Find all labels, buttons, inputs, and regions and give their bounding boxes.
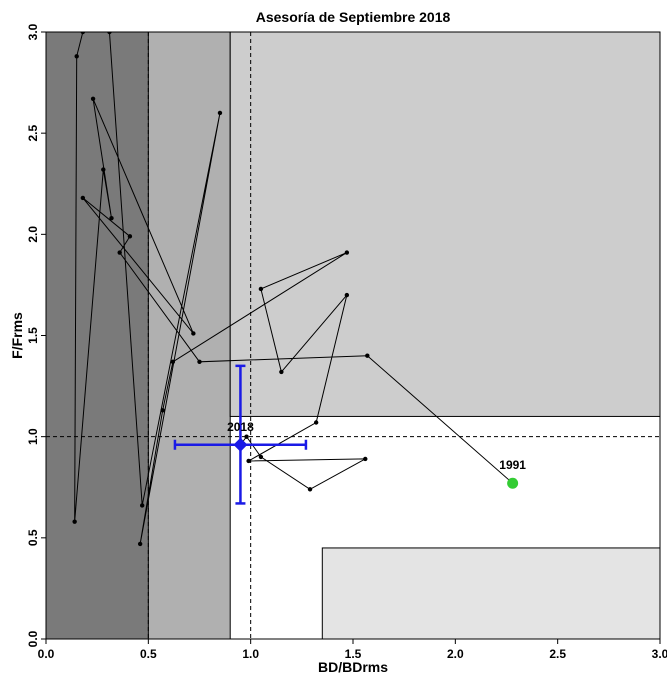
start-point-label: 1991 xyxy=(499,458,526,472)
trajectory-point-19 xyxy=(344,250,350,255)
y-axis-label: F/Frms xyxy=(9,312,25,359)
x-tick-label-4: 2.0 xyxy=(447,647,464,661)
trajectory-point-27 xyxy=(258,454,264,460)
trajectory-point-12 xyxy=(80,32,86,35)
zone-dark xyxy=(46,32,149,639)
trajectory-point-8 xyxy=(109,215,114,221)
x-tick-label-5: 2.5 xyxy=(549,647,566,661)
chart-title: Asesoría de Septiembre 2018 xyxy=(256,9,451,25)
trajectory-point-26 xyxy=(307,487,313,492)
trajectory-point-16 xyxy=(137,541,143,547)
trajectory-point-23 xyxy=(313,420,319,425)
trajectory-line xyxy=(74,32,513,544)
current-point-marker xyxy=(233,437,248,452)
start-point-marker xyxy=(507,477,519,489)
trajectory-point-7 xyxy=(90,96,96,101)
x-tick-label-3: 1.5 xyxy=(345,647,362,661)
trajectory-point-11 xyxy=(74,54,79,59)
x-axis-label: BD/BDrms xyxy=(318,659,388,675)
trajectory-point-17 xyxy=(160,408,165,413)
trajectory-point-4 xyxy=(127,234,133,239)
trajectory-point-10 xyxy=(72,519,77,524)
y-tick-label-3: 1.5 xyxy=(26,327,40,344)
trajectory-group xyxy=(72,32,515,547)
trajectory-point-20 xyxy=(258,286,264,292)
trajectory-point-28 xyxy=(244,434,249,439)
trajectory-point-14 xyxy=(139,503,145,508)
x-tick-label-2: 1.0 xyxy=(242,647,259,661)
trajectory-point-6 xyxy=(191,331,196,336)
trajectory-point-13 xyxy=(107,32,112,35)
trajectory-point-3 xyxy=(117,250,122,255)
zone-lightest xyxy=(321,547,661,640)
x-tick-label-1: 0.5 xyxy=(140,647,157,661)
trajectory-point-18 xyxy=(170,359,176,365)
trajectory-point-24 xyxy=(246,458,251,464)
y-tick-label-1: 0.5 xyxy=(26,529,40,546)
trajectory-point-21 xyxy=(279,369,284,375)
y-tick-label-6: 3.0 xyxy=(26,23,40,40)
trajectory-point-1 xyxy=(365,353,370,358)
y-tick-label-5: 2.5 xyxy=(26,125,40,142)
y-tick-label-4: 2.0 xyxy=(26,226,40,243)
trajectory-point-2 xyxy=(197,359,202,365)
x-tick-label-6: 3.0 xyxy=(652,647,667,661)
trajectory-point-25 xyxy=(363,456,368,462)
current-point-label: 2018 xyxy=(227,420,254,434)
trajectory-point-22 xyxy=(344,292,350,298)
trajectory-point-15 xyxy=(217,110,223,116)
trajectory-point-5 xyxy=(80,195,86,201)
y-tick-label-2: 1.0 xyxy=(26,428,40,445)
x-tick-label-0: 0.0 xyxy=(38,647,55,661)
trajectory-point-9 xyxy=(101,167,106,172)
y-tick-label-0: 0.0 xyxy=(26,630,40,647)
